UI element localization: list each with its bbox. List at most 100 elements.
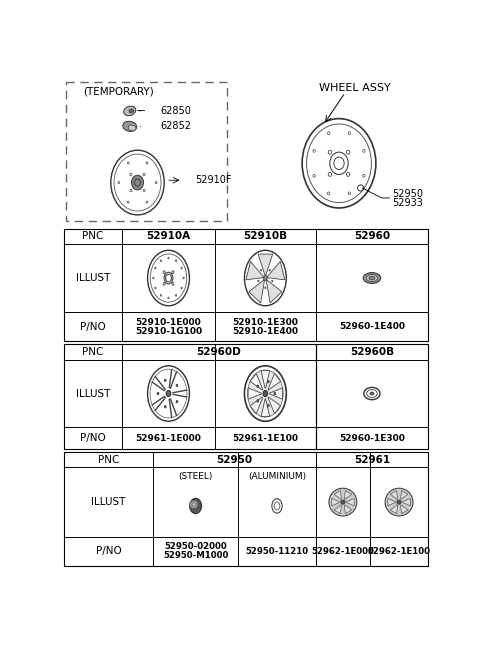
Polygon shape — [261, 399, 270, 417]
Text: (TEMPORARY): (TEMPORARY) — [83, 86, 154, 97]
Polygon shape — [388, 498, 396, 506]
Polygon shape — [344, 505, 352, 514]
Text: 52961-1E100: 52961-1E100 — [232, 434, 299, 443]
Ellipse shape — [370, 392, 374, 395]
Polygon shape — [250, 373, 263, 390]
Text: 52910-1E000: 52910-1E000 — [136, 318, 202, 328]
Ellipse shape — [267, 404, 269, 407]
Ellipse shape — [329, 488, 357, 516]
Polygon shape — [390, 491, 397, 499]
Ellipse shape — [363, 272, 381, 284]
Text: 52950-11210: 52950-11210 — [245, 547, 309, 556]
Polygon shape — [270, 388, 283, 400]
Ellipse shape — [128, 125, 136, 130]
Ellipse shape — [272, 280, 273, 282]
Ellipse shape — [257, 385, 259, 388]
Text: 52950-02000: 52950-02000 — [164, 542, 227, 552]
Ellipse shape — [385, 488, 413, 516]
Text: PNC: PNC — [82, 231, 104, 242]
Text: 52950: 52950 — [392, 189, 423, 199]
Ellipse shape — [157, 392, 159, 395]
Polygon shape — [246, 261, 263, 280]
Text: 52962-1E000: 52962-1E000 — [312, 547, 374, 556]
Polygon shape — [248, 388, 261, 400]
Ellipse shape — [190, 500, 198, 509]
Text: 52910A: 52910A — [146, 231, 191, 242]
Ellipse shape — [261, 269, 262, 271]
Text: ILLUST: ILLUST — [76, 273, 110, 283]
Ellipse shape — [257, 400, 259, 402]
Text: (STEEL): (STEEL) — [179, 472, 213, 481]
Ellipse shape — [265, 287, 266, 289]
Polygon shape — [261, 371, 270, 388]
Text: ILLUST: ILLUST — [76, 388, 110, 398]
Ellipse shape — [129, 109, 133, 113]
Polygon shape — [258, 254, 273, 275]
Polygon shape — [268, 397, 281, 414]
Ellipse shape — [274, 392, 276, 395]
Ellipse shape — [192, 502, 196, 506]
Ellipse shape — [397, 500, 401, 504]
Polygon shape — [390, 505, 397, 514]
Text: 52910-1E400: 52910-1E400 — [232, 328, 299, 337]
Text: P/NO: P/NO — [96, 546, 121, 556]
Text: ILLUST: ILLUST — [91, 497, 126, 507]
Polygon shape — [334, 491, 341, 499]
Text: P/NO: P/NO — [80, 433, 106, 443]
Ellipse shape — [123, 121, 137, 132]
Text: 62850: 62850 — [161, 106, 192, 116]
Text: PNC: PNC — [98, 455, 119, 465]
Polygon shape — [347, 498, 354, 506]
Text: 52910B: 52910B — [243, 231, 288, 242]
Ellipse shape — [269, 269, 270, 271]
Text: WHEEL ASSY: WHEEL ASSY — [319, 83, 390, 93]
Text: 52933: 52933 — [392, 198, 422, 208]
Text: 52960B: 52960B — [350, 347, 394, 357]
Text: 52960D: 52960D — [196, 347, 241, 357]
Text: 52960-1E300: 52960-1E300 — [339, 434, 405, 443]
Polygon shape — [334, 505, 341, 514]
Ellipse shape — [164, 379, 166, 382]
Ellipse shape — [166, 390, 171, 396]
Text: (ALUMINIUM): (ALUMINIUM) — [248, 472, 306, 481]
Text: P/NO: P/NO — [80, 322, 106, 331]
Text: 52961-1E000: 52961-1E000 — [135, 434, 202, 443]
Text: 52910-1E300: 52910-1E300 — [232, 318, 298, 328]
Polygon shape — [332, 498, 339, 506]
Text: PNC: PNC — [82, 347, 104, 357]
Polygon shape — [267, 261, 285, 280]
Polygon shape — [344, 491, 352, 499]
Ellipse shape — [190, 498, 202, 514]
Ellipse shape — [176, 384, 178, 386]
Ellipse shape — [264, 276, 267, 280]
Text: 62852: 62852 — [161, 121, 192, 132]
Ellipse shape — [176, 400, 178, 403]
Bar — [64, 229, 428, 341]
Text: 52960-1E400: 52960-1E400 — [339, 322, 405, 331]
Ellipse shape — [267, 381, 269, 383]
Polygon shape — [400, 491, 408, 499]
Ellipse shape — [341, 500, 345, 504]
Ellipse shape — [124, 106, 136, 116]
Text: 52950-M1000: 52950-M1000 — [163, 552, 228, 561]
Text: 52960: 52960 — [354, 231, 390, 242]
Ellipse shape — [263, 390, 268, 396]
Text: 52961: 52961 — [354, 455, 390, 465]
Text: 52962-1E100: 52962-1E100 — [368, 547, 431, 556]
Ellipse shape — [258, 280, 259, 282]
Bar — [64, 452, 428, 566]
Text: 52910F: 52910F — [196, 176, 232, 185]
Ellipse shape — [248, 370, 283, 417]
Polygon shape — [268, 373, 281, 390]
Ellipse shape — [164, 405, 166, 408]
Polygon shape — [266, 280, 282, 303]
Bar — [64, 345, 316, 449]
Text: 52950: 52950 — [216, 455, 252, 465]
Polygon shape — [403, 498, 410, 506]
Bar — [316, 345, 428, 449]
Bar — [66, 83, 227, 221]
Polygon shape — [250, 397, 263, 414]
Ellipse shape — [366, 274, 378, 282]
Ellipse shape — [132, 176, 144, 190]
Polygon shape — [249, 280, 264, 303]
